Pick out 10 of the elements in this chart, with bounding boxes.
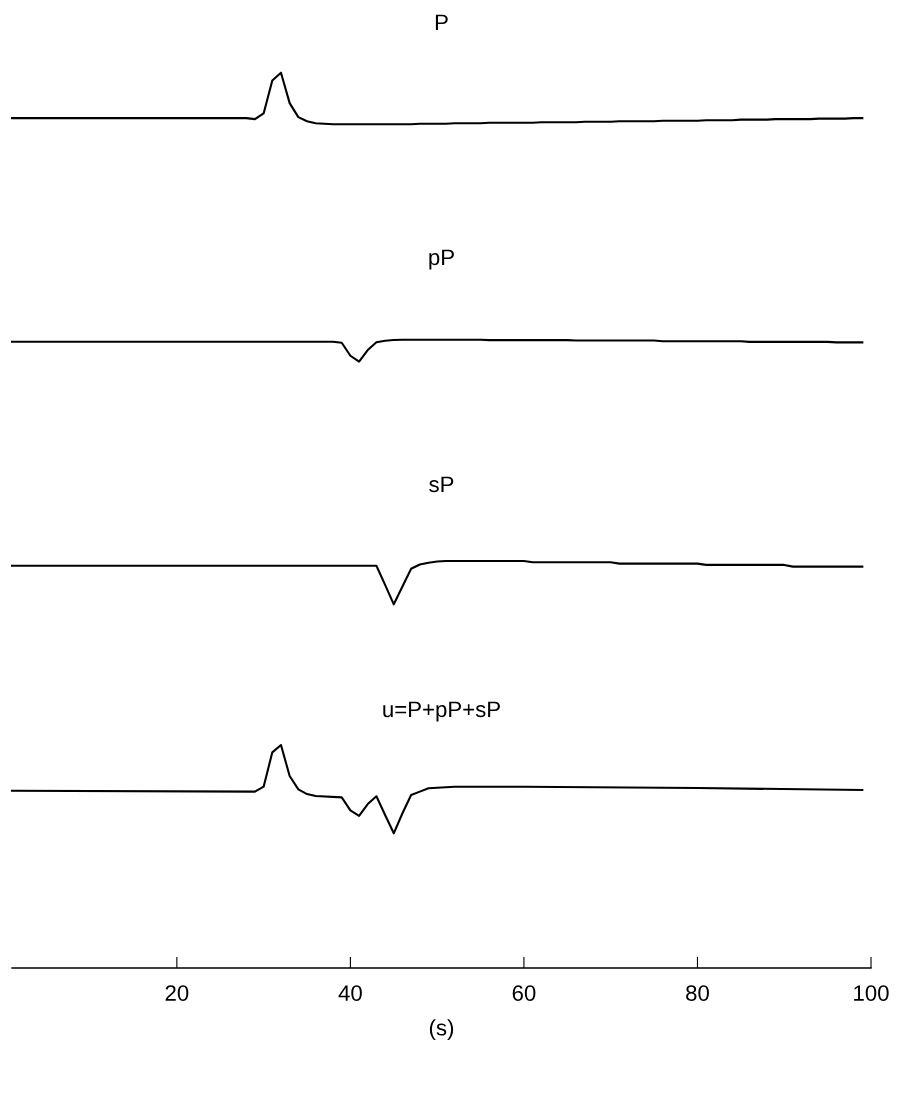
- x-tick-label: 60: [512, 985, 536, 1001]
- chart-title: u=P+pP+sP: [383, 701, 500, 722]
- chart-title: pP: [429, 249, 454, 270]
- x-tick-label: 40: [338, 985, 362, 1001]
- x-axis-title: (s): [429, 1019, 454, 1040]
- x-tick-label: 100: [854, 985, 889, 1001]
- chart-title: sP: [429, 476, 454, 493]
- x-tick-label: 20: [165, 985, 189, 1001]
- x-tick-label: 80: [686, 985, 709, 1001]
- chart-title: P: [435, 14, 448, 30]
